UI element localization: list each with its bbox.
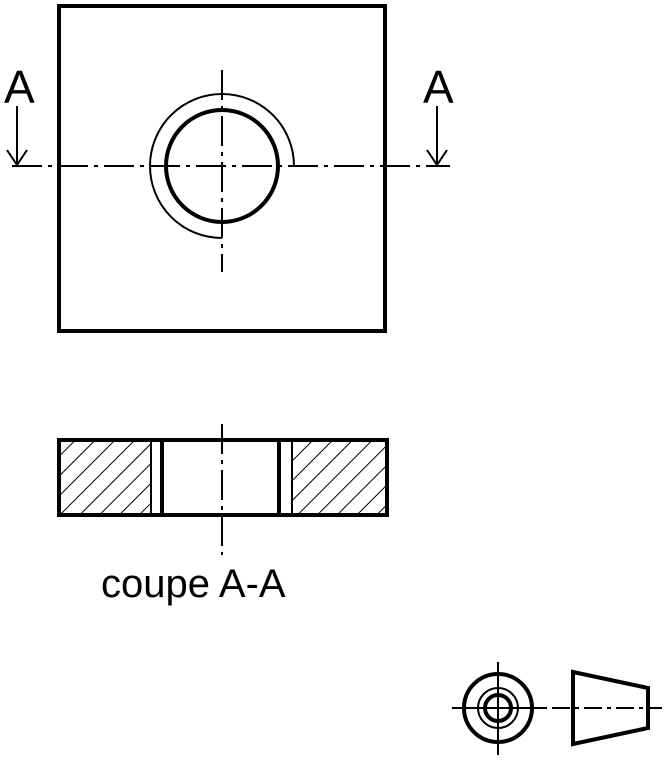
top-view: A A — [4, 4, 454, 333]
section-mark-left: A — [4, 61, 35, 113]
section-arrow-left — [6, 106, 28, 167]
plate-outline — [57, 4, 387, 333]
hole-circle — [164, 108, 280, 224]
hatching-right — [292, 440, 387, 515]
section-view: coupe A-A — [57, 424, 389, 606]
hatching-left — [60, 440, 150, 515]
section-mark-right: A — [423, 61, 454, 113]
small-part-side-view — [552, 669, 662, 747]
small-part-front-view — [452, 662, 547, 755]
section-arrow-right — [426, 106, 448, 167]
section-caption: coupe A-A — [101, 562, 286, 606]
thread-arc — [149, 93, 295, 239]
